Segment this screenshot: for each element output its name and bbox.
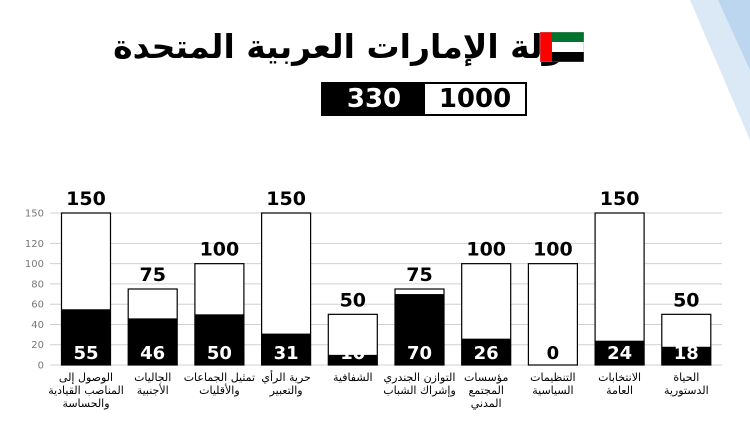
category-label: التنظيمات — [530, 371, 575, 384]
category-label: المجتمع — [468, 384, 503, 397]
bar-total — [594, 212, 645, 366]
achieved-value-label: 70 — [407, 343, 432, 364]
achieved-value-label: 18 — [674, 343, 699, 364]
achieved-value-label: 31 — [274, 343, 299, 364]
y-tick-label: 120 — [25, 239, 44, 250]
category-label: وإشراك الشباب — [383, 384, 456, 397]
bar-achieved — [461, 338, 511, 365]
achieved-value-label: 0 — [547, 343, 560, 364]
y-tick-label: 60 — [31, 300, 44, 311]
bar-achieved — [128, 318, 178, 365]
total-value-label: 50 — [340, 289, 366, 311]
achieved-score: 330 — [323, 84, 425, 114]
header: دولة الإمارات العربية المتحدة — [0, 24, 750, 70]
category-label: الحياة — [673, 371, 699, 384]
uae-flag-icon — [540, 32, 584, 62]
category-label: العامة — [606, 384, 633, 397]
page-title: دولة الإمارات العربية المتحدة — [113, 27, 580, 66]
total-value-label: 150 — [266, 188, 306, 210]
total-value-label: 75 — [406, 264, 432, 286]
achieved-value-label: 46 — [140, 343, 165, 364]
corner-decoration — [650, 0, 750, 140]
category-label: السياسية — [532, 384, 573, 397]
category-label: والحساسة — [62, 397, 109, 410]
achieved-value-label: 50 — [207, 343, 232, 364]
achieved-value-label: 55 — [73, 343, 98, 364]
total-value-label: 75 — [139, 264, 165, 286]
category-label: مؤسسات — [464, 371, 508, 384]
total-value-label: 50 — [673, 289, 699, 311]
total-value-label: 150 — [66, 188, 106, 210]
y-tick-label: 80 — [31, 279, 44, 290]
bar-achieved — [328, 354, 378, 365]
category-label: الشفافية — [333, 371, 373, 384]
y-tick-label: 100 — [25, 259, 44, 270]
y-tick-label: 0 — [38, 361, 44, 372]
category-label: الجاليات — [134, 371, 171, 384]
bar-achieved — [261, 333, 311, 365]
total-value-label: 100 — [466, 239, 506, 261]
bar-achieved — [61, 309, 111, 365]
y-tick-label: 150 — [25, 209, 44, 220]
achieved-value-label: 26 — [474, 343, 499, 364]
category-label: المدني — [471, 397, 502, 410]
achieved-value-label: 24 — [607, 343, 632, 364]
bar-achieved — [661, 346, 711, 365]
category-label: التوازن الجندري — [384, 371, 456, 384]
category-label: الأجنبية — [137, 383, 169, 397]
category-label: الوصول إلى — [59, 371, 113, 384]
y-tick-label: 20 — [31, 340, 44, 351]
category-label: الدستورية — [664, 384, 709, 397]
bar-achieved — [595, 340, 645, 365]
bar-achieved — [395, 294, 444, 365]
category-label: حرية الرأي — [261, 370, 310, 384]
achieved-value-label: 10 — [340, 343, 365, 364]
category-label: المناصب القيادية — [48, 384, 124, 397]
category-label: والتعبير — [269, 384, 303, 397]
score-box: 330 1000 — [321, 82, 527, 116]
category-label: والأقليات — [199, 383, 240, 397]
total-value-label: 100 — [200, 239, 240, 261]
category-label: تمثيل الجماعات — [184, 371, 255, 384]
category-label: الانتخابات — [598, 371, 641, 384]
total-value-label: 150 — [600, 188, 640, 210]
bar-total — [527, 263, 579, 366]
bar-achieved — [194, 314, 244, 365]
total-score: 1000 — [425, 84, 525, 114]
y-tick-label: 40 — [31, 320, 44, 331]
total-value-label: 100 — [533, 239, 573, 261]
